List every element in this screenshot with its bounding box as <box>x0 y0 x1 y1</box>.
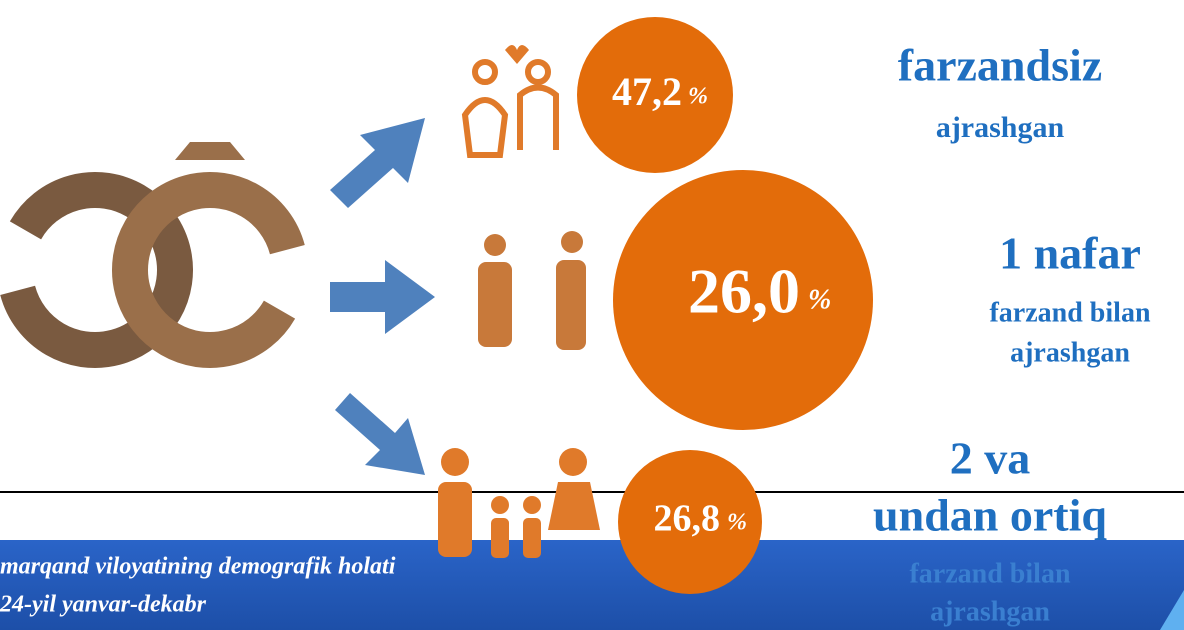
label: 2 va <box>950 433 1031 484</box>
label: undan ortiq <box>873 490 1107 541</box>
label: 1 nafar <box>999 228 1141 279</box>
percent-circle <box>577 17 733 173</box>
footer-band <box>0 540 1184 630</box>
heart-icon <box>505 45 529 64</box>
percent-value: 26,0 <box>688 256 800 327</box>
percent-circle <box>613 170 873 430</box>
percent-unit: % <box>808 284 831 315</box>
rings-icon <box>0 142 308 368</box>
family-icon <box>438 448 600 558</box>
label: farzand bilan <box>989 297 1150 328</box>
percent-unit: % <box>727 510 747 536</box>
percent-value: 47,2 <box>612 69 682 114</box>
couple-icon <box>461 59 559 158</box>
corner-shape <box>1160 590 1184 630</box>
percent-circle <box>618 450 762 594</box>
percent-unit: % <box>688 84 708 110</box>
percent-value: 26,8 <box>654 498 721 540</box>
label: ajrashgan <box>1010 337 1130 368</box>
parent-child-icon <box>478 231 586 350</box>
arrows <box>330 118 435 475</box>
label: farzandsiz <box>898 40 1102 91</box>
footer-text: marqand viloyatining demografik holati <box>0 554 396 580</box>
footer-text: 24-yil yanvar-dekabr <box>0 592 207 618</box>
labels: farzandsiz ajrashgan 1 nafar farzand bil… <box>873 40 1151 628</box>
label: farzand bilan <box>909 558 1070 589</box>
label: ajrashgan <box>936 111 1065 144</box>
label: ajrashgan <box>930 596 1050 627</box>
